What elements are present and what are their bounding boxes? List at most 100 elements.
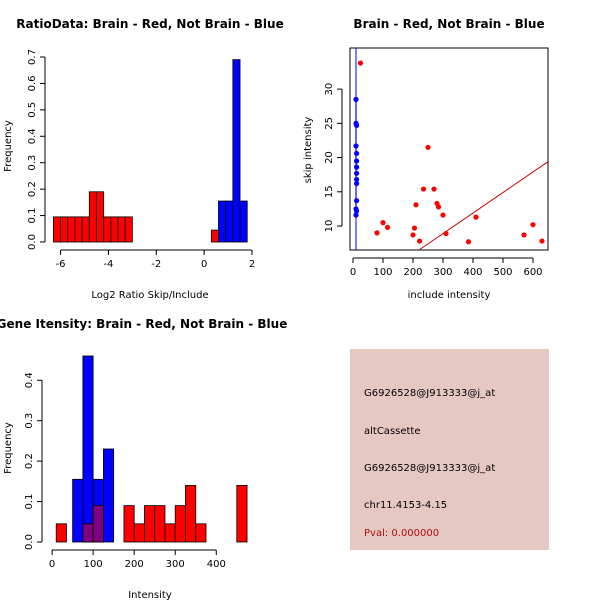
ratio-brain-bar — [52, 216, 61, 243]
info-probe-id: G6926528@J913333@j_at — [364, 388, 495, 399]
ratio-x-tick-label: 2 — [249, 259, 255, 270]
ratio-brain-bar — [67, 216, 76, 243]
intensity-histogram-axes: 0.0 0.1 0.2 0.3 0.4 0 100 200 300 400 — [24, 372, 226, 570]
scatter-brain-point — [411, 225, 418, 231]
scatter-brain-point — [539, 238, 545, 244]
intensity-x-tick-label: 0 — [49, 559, 55, 570]
ratio-histogram-ylabel: Frequency — [3, 120, 14, 172]
ratio-brain-bar — [210, 229, 219, 243]
scatter-x-tick-label: 500 — [493, 267, 512, 278]
ratio-brain-bar — [110, 216, 119, 243]
ratio-brain-bar — [117, 216, 126, 243]
scatter-brain-point — [440, 212, 446, 218]
ratio-not-brain-bar — [239, 200, 248, 243]
scatter-brain-line — [418, 161, 549, 251]
ratio-x-tick-label: 0 — [201, 259, 207, 270]
intensity-brain-bar — [185, 484, 197, 543]
scatter-brain-point — [413, 202, 419, 208]
scatter-not-brain-point — [354, 180, 360, 187]
scatter-ylabel: skip intensity — [303, 117, 314, 184]
scatter-fit-lines — [355, 48, 549, 251]
ratio-brain-bar — [60, 216, 69, 243]
intensity-overlap-bar — [92, 505, 104, 543]
intensity-x-tick-label: 400 — [207, 559, 226, 570]
intensity-not-brain-bar — [103, 448, 115, 543]
scatter-brain-point — [417, 238, 423, 244]
intensity-histogram-bars — [55, 355, 248, 543]
ratio-not-brain-bar — [218, 200, 227, 243]
scatter-x-tick-label: 400 — [463, 267, 482, 278]
scatter-not-brain-point — [353, 96, 359, 102]
intensity-histogram-xlabel: Intensity — [128, 590, 172, 600]
ratio-x-tick-label: -2 — [151, 259, 161, 270]
ratio-histogram-title: RatioData: Brain - Red, Not Brain - Blue — [16, 17, 283, 31]
ratio-y-tick-label: 0.7 — [27, 49, 38, 65]
ratio-y-tick-label: 0.2 — [27, 181, 38, 197]
scatter-brain-point — [420, 186, 427, 192]
scatter-not-brain-point — [353, 212, 359, 218]
intensity-x-tick-label: 100 — [84, 559, 103, 570]
scatter-x-tick-label: 200 — [403, 267, 422, 278]
ratio-y-tick-label: 0.3 — [27, 155, 38, 171]
ratio-histogram-bars — [52, 59, 248, 243]
ratio-brain-bar — [88, 191, 97, 243]
scatter-x-tick-label: 300 — [433, 267, 452, 278]
scatter-not-brain-point — [354, 208, 360, 214]
info-event-type: altCassette — [364, 426, 421, 437]
intensity-overlap-bar — [82, 523, 94, 543]
ratio-y-tick-label: 0.4 — [27, 128, 38, 144]
scatter-y-tick-label: 30 — [324, 83, 335, 96]
intensity-not-brain-bar — [82, 355, 94, 543]
scatter-not-brain-point — [353, 143, 359, 149]
info-panel-background — [350, 349, 549, 550]
scatter-x-tick-label: 600 — [523, 267, 542, 278]
scatter-plot-box — [349, 47, 549, 251]
ratio-brain-bar — [81, 216, 90, 243]
info-location: chr11.4153-4.15 — [364, 500, 447, 511]
intensity-brain-bar — [174, 505, 186, 543]
ratio-x-tick-label: -6 — [56, 259, 66, 270]
intensity-brain-bar — [236, 484, 248, 543]
scatter-brain-point — [374, 230, 380, 236]
scatter-y-tick-label: 10 — [324, 220, 335, 233]
ratio-histogram-panel: RatioData: Brain - Red, Not Brain - Blue… — [3, 17, 284, 301]
intensity-brain-bar — [55, 523, 67, 543]
scatter-not-brain-point — [354, 150, 360, 157]
scatter-brain-point — [384, 224, 391, 231]
intensity-brain-bar — [154, 505, 166, 543]
scatter-axes: 0 100 200 300 400 500 600 10 15 20 25 30 — [324, 83, 543, 278]
scatter-y-tick-label: 25 — [324, 117, 335, 130]
scatter-brain-point — [443, 230, 449, 237]
ratio-brain-bar — [124, 216, 133, 243]
info-pval: Pval: 0.000000 — [364, 528, 439, 539]
scatter-brain-point — [431, 186, 437, 192]
scatter-not-brain-point — [354, 176, 360, 183]
intensity-brain-bar — [164, 523, 176, 543]
ratio-brain-bar — [74, 216, 83, 243]
scatter-x-tick-label: 0 — [350, 267, 356, 278]
ratio-brain-bar — [96, 191, 105, 243]
scatter-xlabel: include intensity — [408, 290, 491, 301]
scatter-x-tick-label: 100 — [373, 267, 392, 278]
ratio-y-tick-label: 0.6 — [27, 75, 38, 91]
intensity-brain-bar — [123, 505, 135, 543]
scatter-brain-point — [380, 220, 386, 226]
scatter-y-tick-label: 20 — [324, 151, 335, 164]
intensity-histogram-panel: Gene Itensity: Brain - Red, Not Brain - … — [0, 317, 287, 600]
scatter-not-brain-point — [354, 170, 360, 176]
scatter-not-brain-point — [354, 164, 360, 170]
scatter-brain-point — [410, 232, 416, 238]
intensity-brain-bar — [195, 523, 207, 543]
ratio-y-tick-label: 0.5 — [27, 102, 38, 118]
scatter-brain-point — [465, 239, 472, 245]
intensity-y-tick-label: 0.2 — [24, 453, 35, 469]
intensity-y-tick-label: 0.0 — [24, 534, 35, 550]
scatter-not-brain-point — [354, 198, 360, 204]
intensity-y-tick-label: 0.4 — [24, 372, 35, 388]
scatter-title: Brain - Red, Not Brain - Blue — [353, 17, 544, 31]
intensity-y-tick-label: 0.3 — [24, 413, 35, 429]
ratio-y-tick-label: 0.1 — [27, 208, 38, 224]
ratio-histogram-axes: 0.0 0.1 0.2 0.3 0.4 0.5 0.6 0.7 -6 -4 -2 0 2 — [27, 49, 255, 270]
scatter-not-brain-point — [354, 122, 360, 128]
info-probe-id-2: G6926528@J913333@j_at — [364, 463, 495, 474]
